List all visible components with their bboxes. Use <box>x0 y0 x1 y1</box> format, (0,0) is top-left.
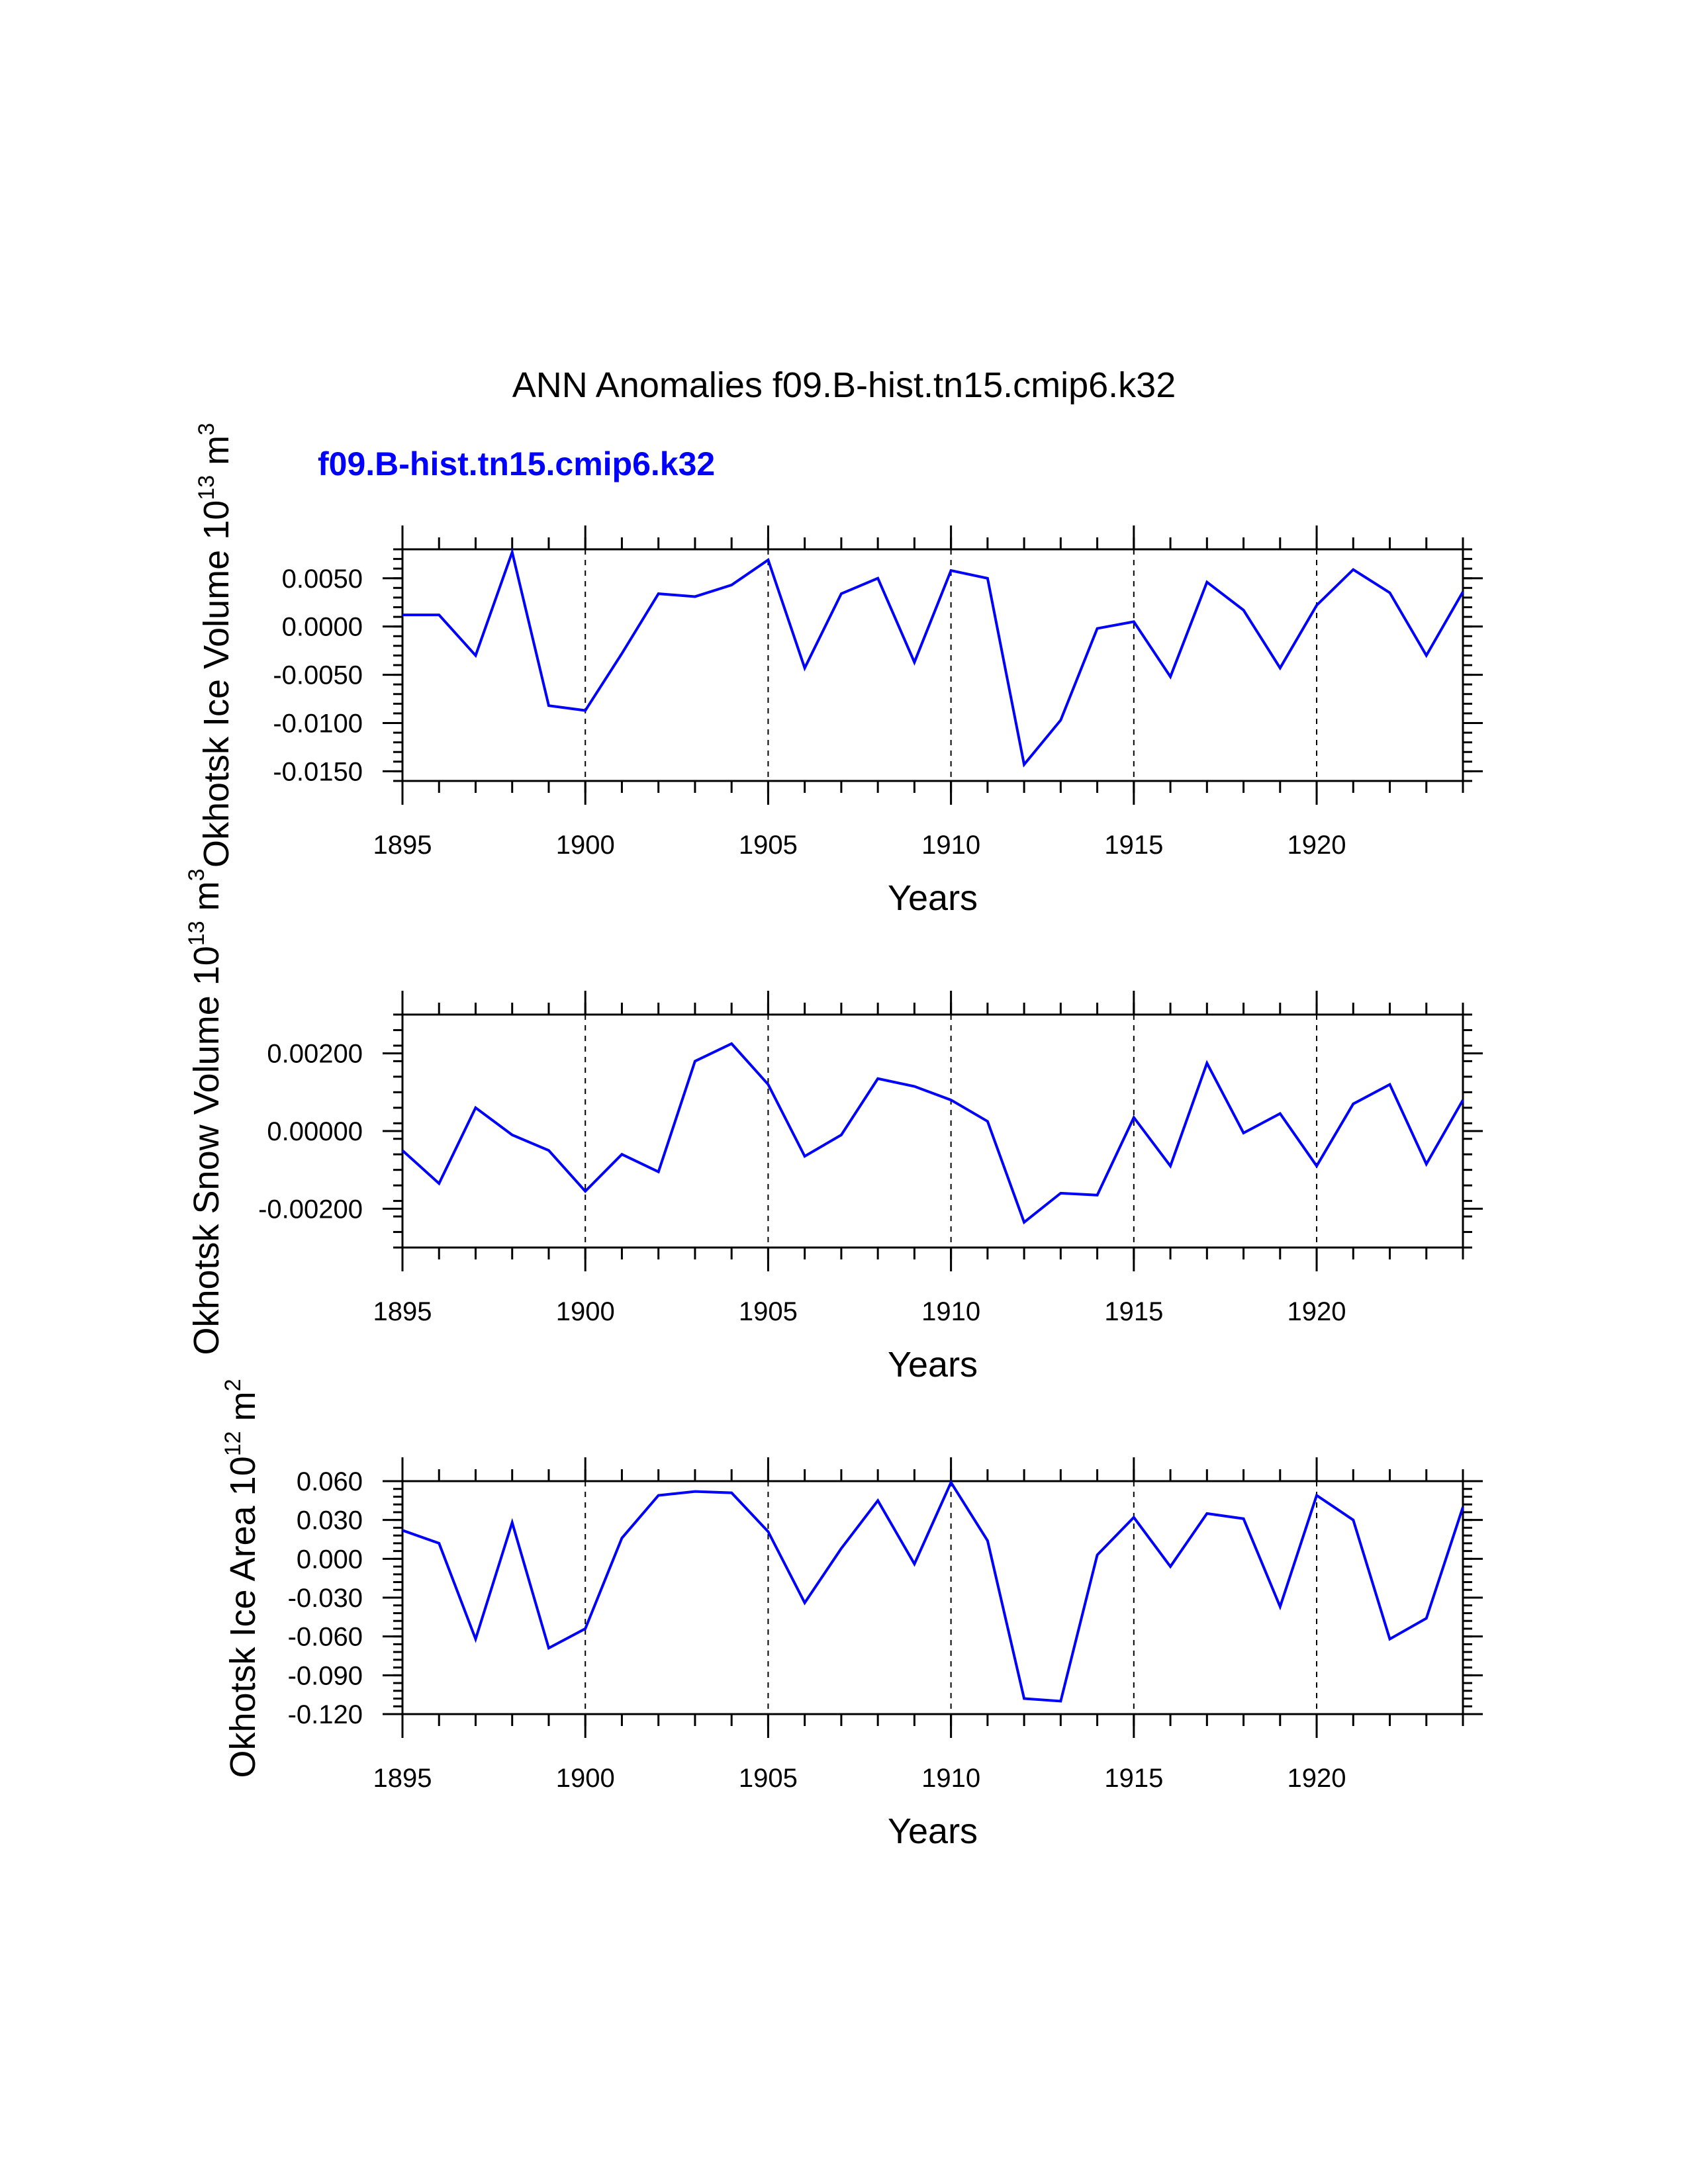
x-tick-label: 1905 <box>739 831 798 860</box>
y-tick-label: 0.0000 <box>282 613 363 642</box>
chart-panels: 1895 1900 1905 1910 1915 1920 0.0050 0.0000 -0.0… <box>184 423 1483 1851</box>
x-axis-title: Years <box>888 878 978 918</box>
y-tick-label: 0.00200 <box>267 1040 363 1069</box>
x-axis-title: Years <box>888 1345 978 1385</box>
y-axis-unit-base: 10 <box>223 1456 263 1496</box>
y-axis-unit-base: 10 <box>197 500 236 540</box>
y-tick-label: 0.0050 <box>282 565 363 594</box>
y-axis-title: Okhotsk Ice Area 1012 m2 <box>220 1379 263 1778</box>
y-tick-label: -0.060 <box>288 1623 363 1652</box>
y-axis-unit-m: m <box>187 881 226 921</box>
legend-label: f09.B-hist.tn15.cmip6.k32 <box>318 445 715 482</box>
x-tick-label: 1910 <box>921 1297 980 1326</box>
x-tick-label: 1910 <box>921 831 980 860</box>
x-tick-label: 1915 <box>1104 831 1163 860</box>
y-axis-title: Okhotsk Ice Volume 1013 m3 <box>194 423 236 868</box>
x-tick-label: 1915 <box>1104 1297 1163 1326</box>
y-axis-title: Okhotsk Snow Volume 1013 m3 <box>184 868 226 1355</box>
y-tick-label: 0.00000 <box>267 1117 363 1146</box>
x-tick-label: 1920 <box>1288 831 1346 860</box>
y-axis-unit-m: m <box>223 1391 263 1431</box>
x-tick-label: 1895 <box>373 1764 432 1793</box>
y-tick-label: -0.030 <box>288 1584 363 1613</box>
x-tick-label: 1905 <box>739 1764 798 1793</box>
y-axis-name: Okhotsk Ice Area <box>223 1496 263 1778</box>
x-tick-label: 1895 <box>373 831 432 860</box>
x-axis-title: Years <box>888 1811 978 1851</box>
series-line <box>402 1479 1464 1703</box>
y-axis-unit-exponent: 12 <box>220 1431 246 1456</box>
y-axis-unit-exponent: 13 <box>184 921 209 946</box>
x-tick-label: 1920 <box>1288 1297 1346 1326</box>
y-tick-label: 0.060 <box>297 1467 363 1496</box>
y-tick-label: 0.000 <box>297 1545 363 1574</box>
y-tick-label: -0.0050 <box>273 661 363 690</box>
y-tick-label: -0.090 <box>288 1661 363 1690</box>
x-tick-label: 1895 <box>373 1297 432 1326</box>
y-axis-name: Okhotsk Snow Volume <box>187 985 226 1355</box>
y-tick-label: -0.120 <box>288 1700 363 1729</box>
y-axis-unit-m-exponent: 3 <box>184 868 209 881</box>
y-tick-label: 0.030 <box>297 1506 363 1535</box>
series-line <box>401 1042 1464 1225</box>
x-tick-label: 1920 <box>1288 1764 1346 1793</box>
y-axis-unit-m-exponent: 3 <box>194 423 219 435</box>
x-tick-label: 1905 <box>739 1297 798 1326</box>
chart-panel-3: 1895 1900 1905 1910 1915 1920 0.060 0.030 0.000 -… <box>220 1379 1483 1851</box>
y-tick-label: -0.0150 <box>273 757 363 786</box>
x-tick-label: 1900 <box>556 1297 615 1326</box>
chart-panel-2: 1895 1900 1905 1910 1915 1920 0.00200 0.00000 -0… <box>184 868 1483 1385</box>
figure-title: ANN Anomalies f09.B-hist.tn15.cmip6.k32 <box>512 365 1176 405</box>
y-axis-unit-base: 10 <box>187 946 226 985</box>
x-tick-label: 1900 <box>556 831 615 860</box>
y-axis-unit-m-exponent: 2 <box>220 1379 246 1391</box>
series-line <box>402 547 1464 768</box>
y-axis-unit-exponent: 13 <box>194 475 219 500</box>
y-axis-unit-m: m <box>197 435 236 475</box>
x-tick-label: 1915 <box>1104 1764 1163 1793</box>
y-tick-label: -0.0100 <box>273 709 363 739</box>
x-tick-label: 1900 <box>556 1764 615 1793</box>
y-tick-label: -0.00200 <box>258 1195 363 1224</box>
y-axis-name: Okhotsk Ice Volume <box>197 540 236 868</box>
chart-panel-1: 1895 1900 1905 1910 1915 1920 0.0050 0.0000 -0.0… <box>194 423 1483 918</box>
x-tick-label: 1910 <box>921 1764 980 1793</box>
